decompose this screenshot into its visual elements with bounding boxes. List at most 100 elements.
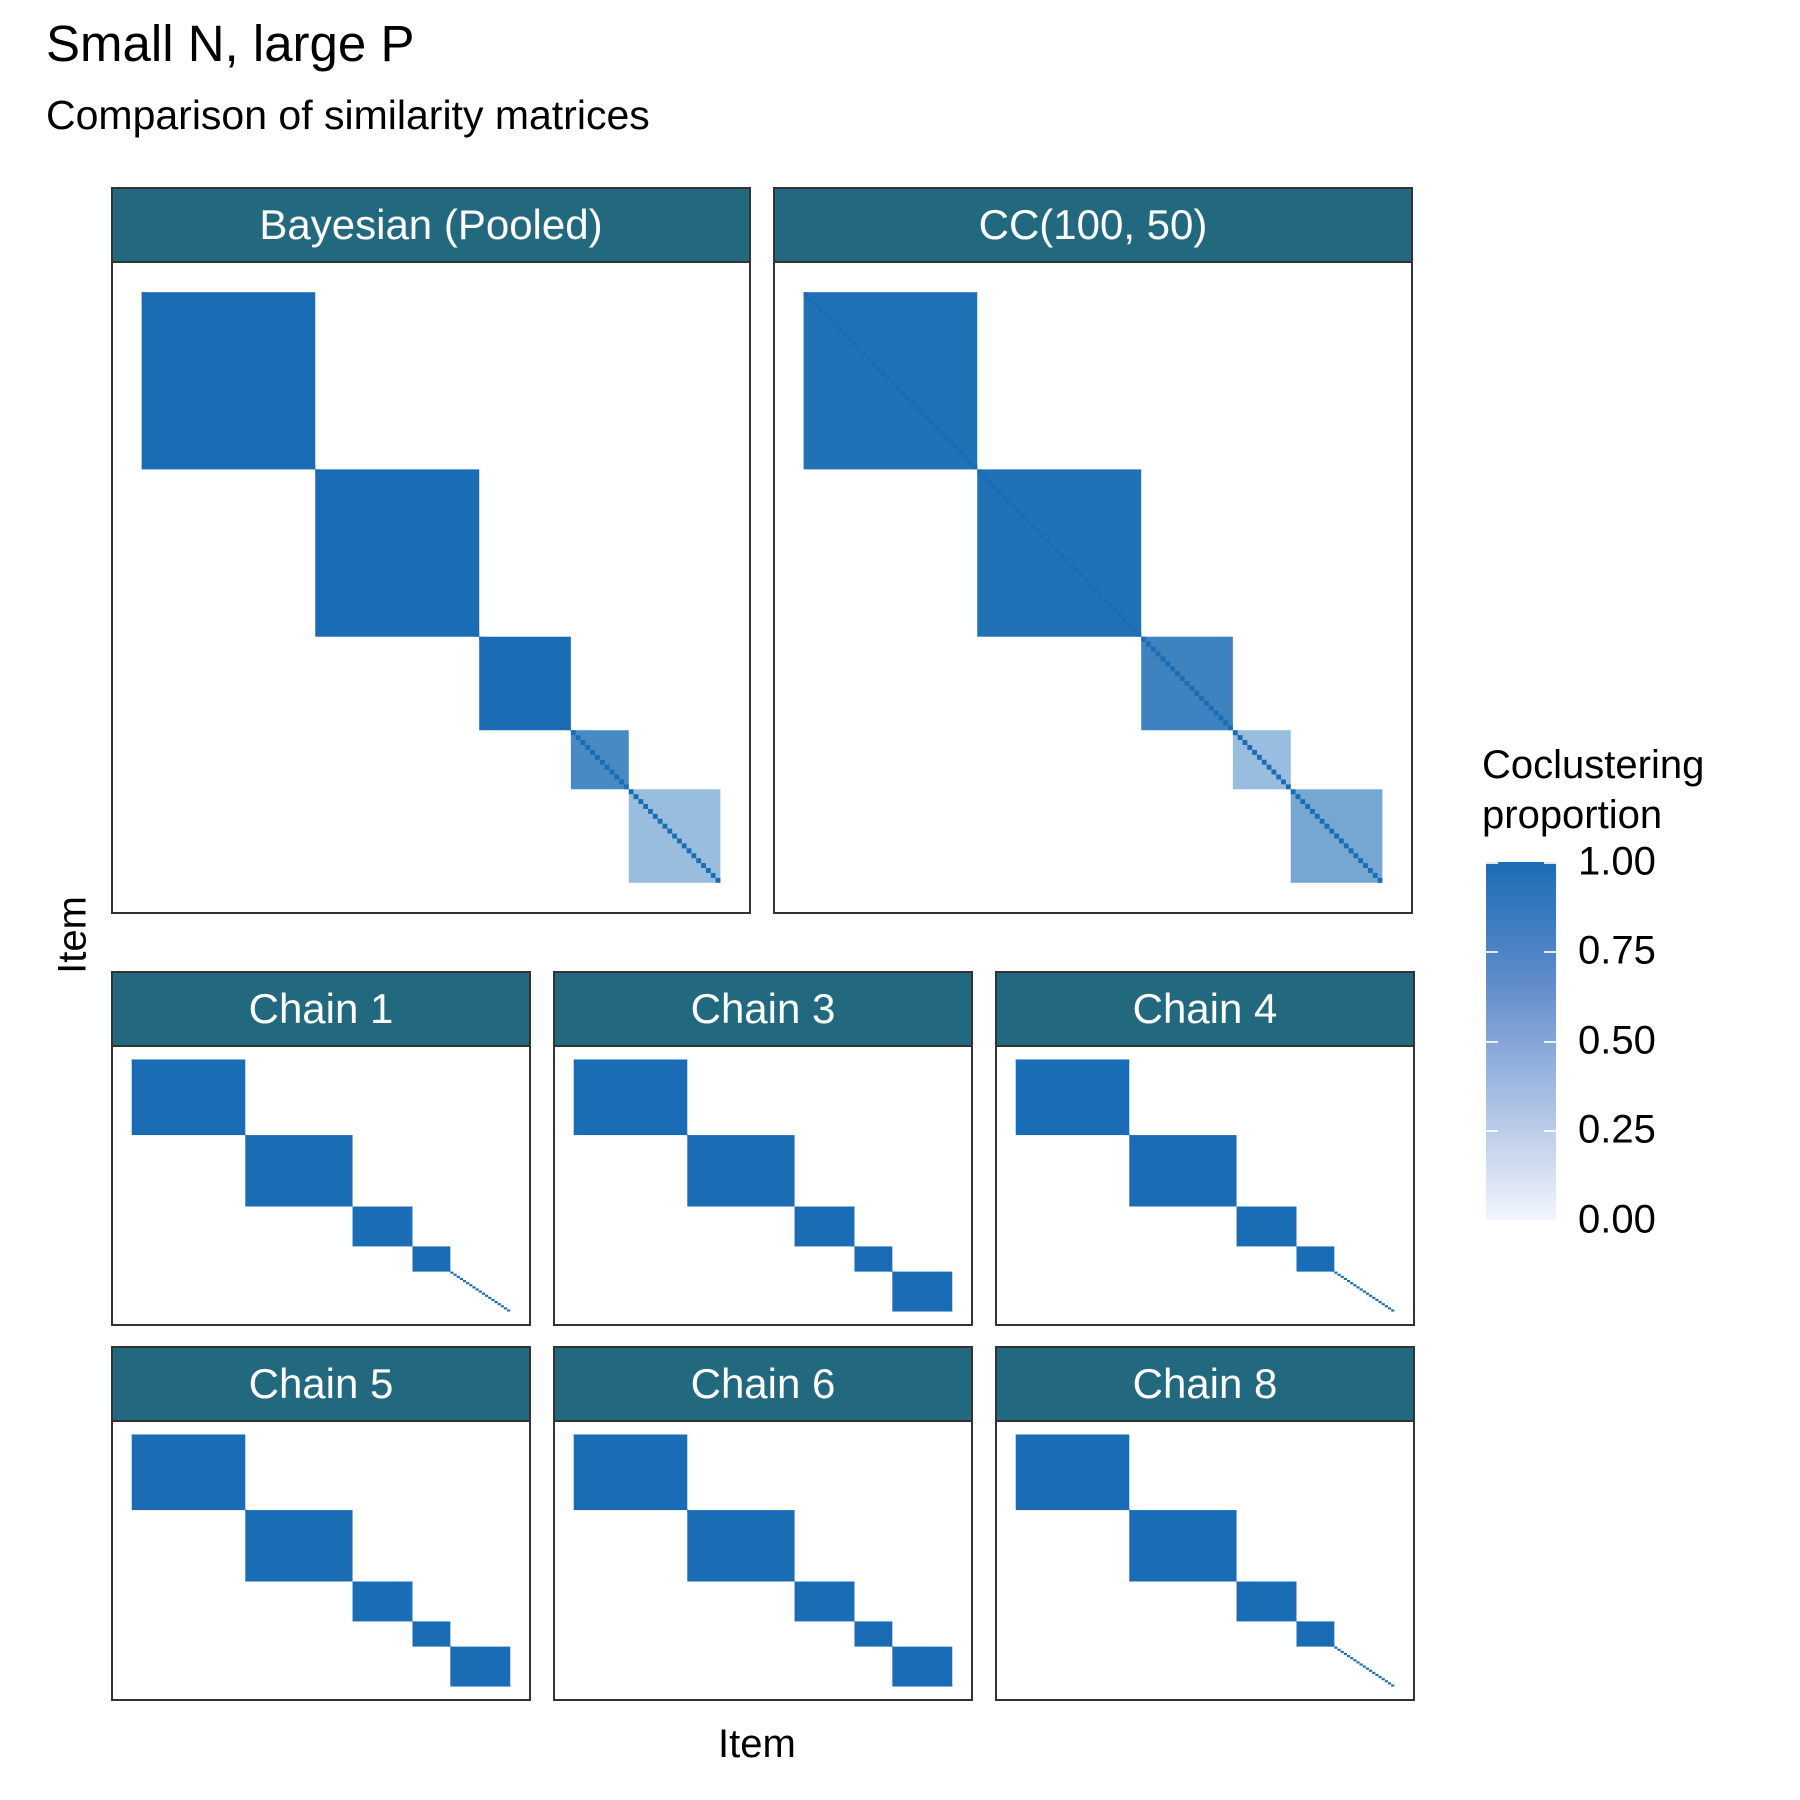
diagonal-cell	[608, 1082, 612, 1085]
diagonal-cell	[854, 1246, 858, 1249]
diagonal-cell	[655, 1489, 659, 1492]
diagonal-cell	[710, 872, 716, 878]
diagonal-cell	[810, 1217, 814, 1220]
diagonal-cell	[832, 321, 838, 327]
diagonal-cell	[681, 843, 687, 849]
legend-title: Coclustering proportion	[1482, 740, 1704, 840]
diagonal-cell	[668, 1497, 672, 1500]
diagonal-cell	[1266, 764, 1272, 770]
diagonal-cell	[1040, 1451, 1045, 1454]
diagonal-cell	[810, 1592, 814, 1595]
diagonal-cell	[344, 498, 350, 504]
diagonal-cell	[330, 1566, 334, 1569]
diagonal-cell	[1338, 838, 1344, 844]
diagonal-cell	[1006, 498, 1012, 504]
diagonal-cell	[1037, 1074, 1041, 1077]
diagonal-cell	[1160, 1156, 1164, 1159]
diagonal-cell	[425, 1629, 429, 1632]
diagonal-cell	[677, 1503, 681, 1506]
diagonal-cell	[1119, 1128, 1123, 1131]
diagonal-cell	[1028, 1067, 1032, 1070]
diagonal-cell	[229, 1499, 233, 1502]
diagonal-cell	[1135, 1139, 1139, 1142]
diagonal-cell	[1293, 1244, 1297, 1247]
diagonal-cell	[1293, 1619, 1297, 1622]
diagonal-cell	[382, 538, 388, 544]
diagonal-cell	[485, 1669, 489, 1672]
diagonal-cell	[851, 1244, 855, 1247]
diagonal-cell	[611, 1459, 615, 1462]
diagonal-cell	[421, 1252, 426, 1255]
diagonal-cell	[197, 1103, 202, 1106]
diagonal-cell	[646, 1107, 650, 1110]
diagonal-cell	[750, 1177, 754, 1180]
diagonal-cell	[605, 1455, 609, 1458]
diagonal-cell	[605, 1080, 609, 1083]
diagonal-cell	[638, 799, 644, 805]
diagonal-cell	[421, 577, 427, 583]
diagonal-cell	[1192, 1177, 1196, 1180]
diagonal-cell	[927, 1669, 931, 1672]
diagonal-cell	[169, 1084, 173, 1087]
diagonal-cell	[892, 1271, 896, 1274]
diagonal-cell	[691, 853, 697, 859]
diagonal-cell	[943, 434, 949, 440]
diagonal-cell	[611, 1084, 615, 1087]
diagonal-cell	[374, 1221, 378, 1224]
diagonal-cell	[693, 1514, 697, 1517]
diagonal-cell	[437, 1638, 441, 1641]
diagonal-cell	[425, 1254, 429, 1257]
diagonal-cell	[447, 1644, 451, 1647]
diagonal-cell	[201, 1105, 205, 1108]
diagonal-cell	[1112, 607, 1118, 613]
diagonal-cell	[822, 1600, 827, 1603]
diagonal-cell	[1182, 1170, 1187, 1173]
diagonal-cell	[1350, 1657, 1354, 1660]
diagonal-cell	[967, 459, 973, 465]
diagonal-cell	[1208, 1187, 1212, 1190]
diagonal-cell	[380, 1225, 385, 1228]
diagonal-cell	[1268, 1602, 1272, 1605]
diagonal-cell	[324, 1187, 328, 1190]
diagonal-cell	[292, 1541, 296, 1544]
diagonal-cell	[1213, 710, 1219, 716]
diagonal-cell	[586, 1067, 590, 1070]
diagonal-cell	[1113, 1499, 1117, 1502]
diagonal-cell	[671, 1499, 675, 1502]
diagonal-cell	[895, 1273, 899, 1276]
diagonal-cell	[251, 1139, 255, 1142]
diagonal-cell	[276, 1156, 280, 1159]
diagonal-cell	[160, 311, 166, 317]
diagonal-cell	[153, 1449, 157, 1452]
diagonal-cell	[648, 808, 653, 814]
diagonal-cell	[1214, 1191, 1218, 1194]
diagonal-cell	[437, 1263, 441, 1266]
diagonal-cell	[1148, 1147, 1152, 1150]
diagonal-cell	[179, 1465, 183, 1469]
diagonal-cell	[213, 366, 219, 371]
diagonal-cell	[589, 1069, 593, 1073]
diagonal-cell	[1063, 1465, 1067, 1469]
diagonal-cell	[314, 1556, 318, 1559]
diagonal-cell	[469, 1659, 473, 1662]
diagonal-cell	[1239, 1208, 1243, 1211]
diagonal-cell	[953, 444, 958, 450]
diagonal-cell	[712, 1526, 716, 1529]
diagonal-cell	[1365, 1667, 1370, 1670]
diagonal-cell	[1365, 1292, 1370, 1295]
diagonal-cell	[302, 1547, 306, 1550]
diagonal-cell	[813, 302, 819, 307]
diagonal-cell	[1129, 1135, 1133, 1138]
diagonal-cell	[352, 1206, 356, 1209]
diagonal-cell	[630, 1472, 634, 1475]
diagonal-cell	[1116, 1501, 1120, 1504]
diagonal-cell	[310, 464, 316, 470]
diagonal-cell	[556, 715, 562, 721]
diagonal-cell	[873, 1259, 877, 1262]
diagonal-cell	[1050, 1082, 1054, 1085]
diagonal-cell	[1227, 1575, 1231, 1578]
diagonal-cell	[374, 1596, 378, 1599]
diagonal-cell	[248, 1512, 252, 1515]
diagonal-cell	[1285, 784, 1291, 790]
diagonal-cell	[938, 430, 944, 435]
